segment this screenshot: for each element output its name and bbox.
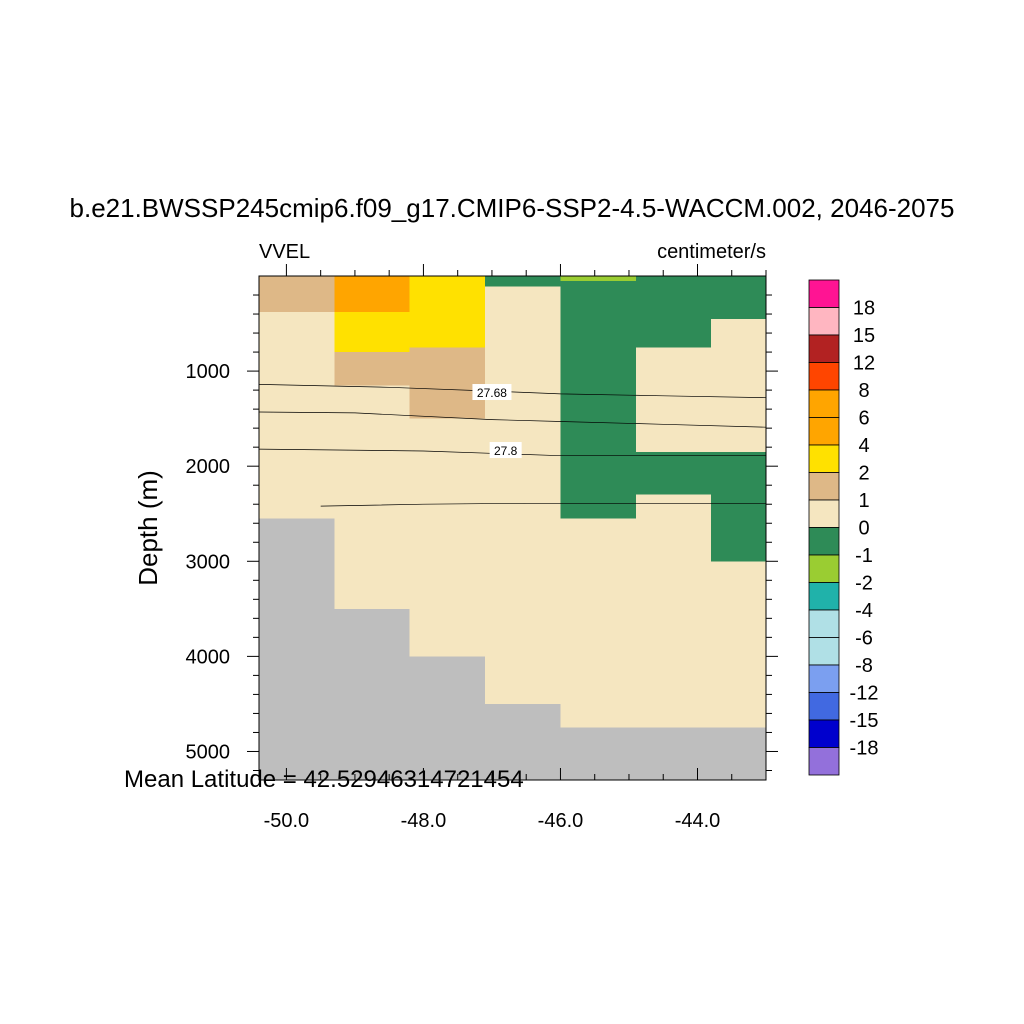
colorbar-label: 8 bbox=[858, 380, 869, 402]
colorbar-label: 18 bbox=[853, 298, 875, 320]
contour-line-3 bbox=[320, 502, 766, 507]
colorbar-box bbox=[808, 334, 840, 363]
colorbar-label: 1 bbox=[858, 490, 869, 512]
heatmap-cell-16 bbox=[409, 656, 486, 780]
contour-label-1: 27.8 bbox=[494, 444, 518, 458]
y-tick-label: 2000 bbox=[186, 456, 231, 478]
y-tick-label: 1000 bbox=[186, 361, 231, 383]
units-label: centimeter/s bbox=[657, 241, 766, 263]
colorbar-label: -2 bbox=[855, 573, 873, 595]
y-tick-labels: 1000 2000 3000 4000 5000 bbox=[186, 361, 231, 763]
heatmap-cell-10 bbox=[635, 347, 712, 452]
colorbar-box bbox=[808, 609, 840, 638]
heatmap-cell-12 bbox=[635, 494, 712, 519]
variable-label: VVEL bbox=[259, 241, 310, 263]
colorbar-box bbox=[808, 692, 840, 721]
colorbar-label: -4 bbox=[855, 600, 873, 622]
heatmap-cell-5 bbox=[334, 352, 410, 386]
heatmap-cell-7 bbox=[485, 276, 561, 287]
heatmap-cell-11 bbox=[711, 318, 766, 452]
colorbar-label: -8 bbox=[855, 655, 873, 677]
heatmap-cell-15 bbox=[334, 608, 410, 780]
colorbar-label: -6 bbox=[855, 628, 873, 650]
y-tick-label: 4000 bbox=[186, 646, 231, 668]
x-tick-label: -44.0 bbox=[675, 810, 721, 832]
colorbar-box bbox=[808, 637, 840, 666]
colorbar-box bbox=[808, 554, 840, 583]
colorbar-label: -15 bbox=[850, 710, 879, 732]
x-tick-label: -48.0 bbox=[401, 810, 447, 832]
x-tick-labels: -50.0 -48.0 -46.0 -44.0 bbox=[264, 810, 721, 832]
colorbar-box bbox=[808, 719, 840, 748]
colorbar-box bbox=[808, 307, 840, 336]
colorbar-label: -18 bbox=[850, 738, 879, 760]
contour-label-bg-0 bbox=[472, 384, 512, 401]
colorbar-label: 15 bbox=[853, 325, 875, 347]
heatmap-cell-13 bbox=[711, 518, 766, 562]
axis-ticks bbox=[247, 264, 778, 780]
colorbar-box bbox=[808, 417, 840, 446]
heatmap-cell-9 bbox=[560, 276, 636, 281]
colorbar-box bbox=[808, 389, 840, 418]
colorbar-label: 0 bbox=[858, 518, 869, 540]
heatmap-cell-14 bbox=[259, 518, 335, 780]
colorbar-label: 2 bbox=[858, 463, 869, 485]
colorbar-box bbox=[808, 362, 840, 391]
colorbar-box bbox=[808, 527, 840, 556]
colorbar-label: -12 bbox=[850, 683, 879, 705]
contour-lines bbox=[258, 384, 767, 507]
heatmap-cell-6 bbox=[409, 347, 486, 419]
colorbar-box bbox=[808, 747, 840, 776]
heatmap-cell-17 bbox=[485, 703, 561, 780]
colorbar-label: 6 bbox=[858, 408, 869, 430]
contour-line-2 bbox=[258, 448, 766, 457]
y-tick-label: 3000 bbox=[186, 551, 231, 573]
heatmap-cell-3 bbox=[334, 312, 410, 353]
colorbar: 18 15 12 8 6 4 2 1 0 -1 -2 -4 -6 -8 -12 -15 -18 bbox=[808, 279, 879, 776]
x-tick-label: -50.0 bbox=[264, 810, 310, 832]
heatmap-cell-18 bbox=[560, 727, 766, 780]
colorbar-box bbox=[808, 499, 840, 528]
colorbar-label: -1 bbox=[855, 545, 873, 567]
colorbar-box bbox=[808, 444, 840, 473]
colorbar-box bbox=[808, 582, 840, 611]
contour-labels: 27.68 27.8 bbox=[472, 384, 522, 459]
plot-frame bbox=[258, 275, 767, 781]
colorbar-label: 4 bbox=[858, 435, 869, 457]
colorbar-label: 12 bbox=[853, 353, 875, 375]
heatmap-cell-2 bbox=[334, 276, 410, 313]
heatmap-cell-4 bbox=[409, 276, 486, 348]
chart-title: b.e21.BWSSP245cmip6.f09_g17.CMIP6-SSP2-4… bbox=[70, 193, 955, 223]
heatmap-cell-1 bbox=[259, 276, 335, 313]
mean-latitude-annotation: Mean Latitude = 42.52946314721454 bbox=[124, 766, 524, 793]
contour-label-0: 27.68 bbox=[477, 386, 507, 400]
y-axis-label: Depth (m) bbox=[133, 470, 163, 586]
contour-label-bg-1 bbox=[489, 442, 522, 459]
x-tick-label: -46.0 bbox=[538, 810, 584, 832]
contour-line-0 bbox=[258, 384, 767, 399]
y-tick-label: 5000 bbox=[186, 741, 231, 763]
heatmap-cells bbox=[259, 276, 766, 780]
colorbar-box bbox=[808, 664, 840, 693]
colorbar-box bbox=[808, 472, 840, 501]
contour-line-1 bbox=[258, 411, 767, 428]
colorbar-box bbox=[808, 279, 840, 308]
